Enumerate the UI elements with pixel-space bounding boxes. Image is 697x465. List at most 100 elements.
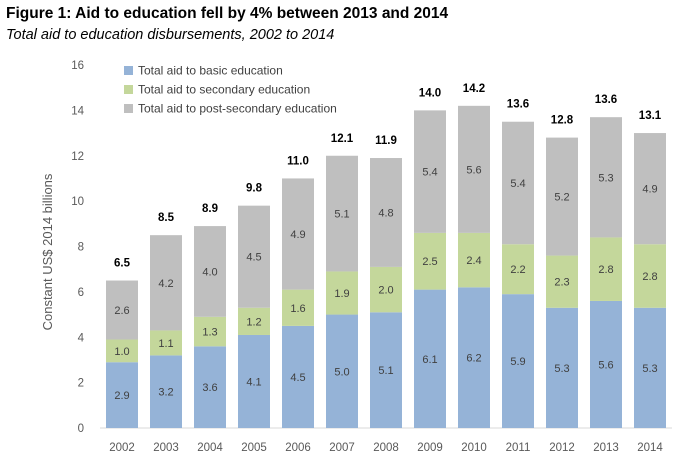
legend-swatch [124, 85, 133, 94]
bar-total-label: 12.1 [331, 133, 354, 145]
bar-value-label: 5.6 [466, 164, 481, 176]
bar-value-label: 4.9 [642, 184, 657, 196]
bar-total-label: 14.0 [419, 87, 441, 99]
x-tick-label: 2013 [593, 442, 619, 454]
bar-segment [546, 255, 578, 308]
legend-swatch [124, 104, 133, 113]
bar-segment [282, 178, 314, 290]
bar-total-label: 8.5 [158, 212, 175, 224]
bar-total-label: 14.2 [463, 83, 485, 95]
bar-value-label: 5.0 [334, 366, 349, 378]
bar-value-label: 4.2 [158, 278, 173, 290]
bar-value-label: 5.6 [598, 359, 613, 371]
bar-segment [590, 237, 622, 301]
legend: Total aid to basic education Total aid to… [124, 64, 337, 116]
x-tick-label: 2003 [153, 442, 179, 454]
x-tick-label: 2004 [197, 442, 223, 454]
x-tick-label: 2010 [461, 442, 487, 454]
bar-value-label: 5.4 [422, 167, 437, 179]
bar-value-label: 1.2 [246, 316, 261, 328]
bar-value-label: 1.9 [334, 288, 349, 300]
bar-value-label: 5.4 [510, 178, 525, 190]
bar-value-label: 3.6 [202, 382, 217, 394]
bar-segment [194, 316, 226, 347]
bar-value-label: 5.3 [642, 363, 657, 375]
x-tick-label: 2005 [241, 442, 267, 454]
bar-value-label: 2.3 [554, 277, 569, 289]
bar-value-label: 4.8 [378, 207, 393, 219]
x-tick-label: 2012 [549, 442, 575, 454]
bar-value-label: 1.3 [202, 327, 217, 339]
chart-title: Figure 1: Aid to education fell by 4% be… [6, 5, 449, 22]
y-tick-label: 6 [78, 287, 84, 299]
bar-total-label: 13.1 [639, 110, 662, 122]
bar-value-label: 4.5 [290, 372, 305, 384]
y-tick-label: 12 [71, 151, 84, 163]
bar-segment [634, 244, 666, 308]
bar-value-label: 2.8 [642, 271, 657, 283]
bar-segment [238, 205, 270, 308]
bar-segment [634, 133, 666, 245]
bar-segment [238, 307, 270, 335]
x-tick-label: 2011 [506, 442, 531, 454]
chart-subtitle: Total aid to education disbursements, 20… [6, 27, 335, 43]
bar-value-label: 5.9 [510, 356, 525, 368]
bar-value-label: 2.6 [114, 305, 129, 317]
y-tick-label: 16 [71, 60, 84, 72]
y-axis-title: Constant US$ 2014 billions [40, 173, 55, 330]
legend-swatch [124, 66, 133, 75]
bar-segment [150, 330, 182, 356]
bar-segment [414, 110, 446, 233]
bar-total-label: 6.5 [114, 258, 131, 270]
bar-segment [634, 307, 666, 428]
bar-value-label: 3.2 [158, 387, 173, 399]
bar-segment [370, 158, 402, 267]
bar-value-label: 4.0 [202, 266, 217, 278]
bar-value-label: 4.9 [290, 229, 305, 241]
y-tick-label: 2 [78, 378, 84, 390]
legend-label: Total aid to secondary education [138, 83, 310, 97]
x-tick-label: 2009 [417, 442, 443, 454]
bar-segment [458, 105, 490, 233]
bar-segment [282, 289, 314, 326]
x-tick-label: 2008 [373, 442, 399, 454]
bar-segment [414, 232, 446, 290]
bar-value-label: 2.2 [510, 264, 525, 276]
bar-total-label: 8.9 [202, 203, 218, 215]
bar-value-label: 5.1 [334, 209, 349, 221]
bar-segment [194, 226, 226, 317]
bar-segment [238, 334, 270, 428]
bar-value-label: 1.0 [114, 346, 129, 358]
bar-segment [458, 287, 490, 428]
y-tick-label: 4 [78, 332, 85, 344]
bar-value-label: 2.4 [466, 255, 481, 267]
bar-segment [150, 355, 182, 428]
bar-segment [370, 312, 402, 428]
y-tick-label: 10 [71, 196, 84, 208]
bar-total-label: 12.8 [551, 115, 574, 127]
bar-segment [106, 280, 138, 340]
x-tick-label: 2002 [109, 442, 135, 454]
bar-segment [502, 244, 534, 295]
x-tick-label: 2007 [329, 442, 355, 454]
bar-total-label: 11.0 [287, 155, 309, 167]
x-axis: 2002 2003 2004 2005 2006 2007 2008 2009 2010 2011… [100, 427, 672, 454]
bar-value-label: 6.1 [422, 354, 437, 366]
bar-segment [326, 271, 358, 315]
bar-value-label: 1.6 [290, 303, 305, 315]
y-tick-label: 0 [78, 423, 84, 435]
bar-segment [282, 325, 314, 428]
bar-segment [546, 137, 578, 256]
bar-segment [370, 266, 402, 313]
bar-value-label: 5.3 [554, 363, 569, 375]
y-tick-label: 8 [78, 242, 84, 254]
bar-segment [326, 314, 358, 428]
bar-value-label: 2.9 [114, 390, 129, 402]
bar-value-label: 5.2 [554, 192, 569, 204]
bar-value-label: 2.5 [422, 256, 437, 268]
bar-segment [590, 117, 622, 238]
bar-value-label: 2.8 [598, 264, 613, 276]
bar-value-label: 5.1 [378, 365, 393, 377]
bar-segment [150, 235, 182, 331]
bar-segment [326, 155, 358, 272]
